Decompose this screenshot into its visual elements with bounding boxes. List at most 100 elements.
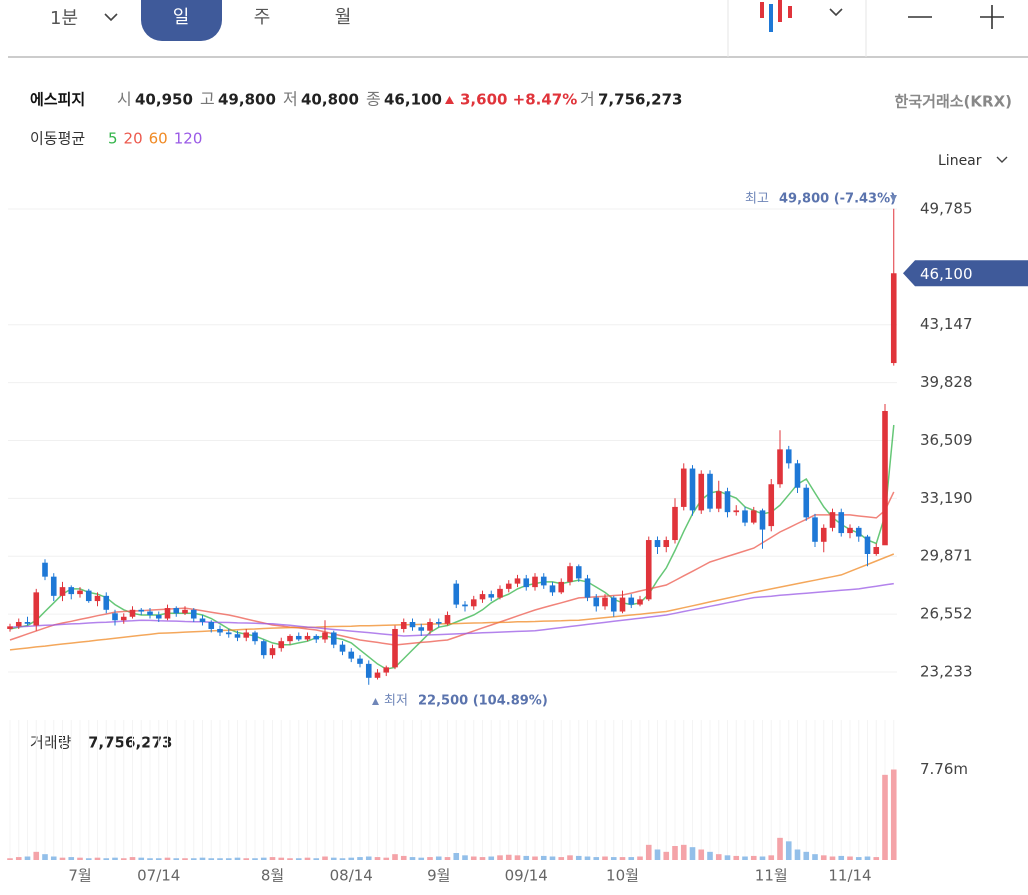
up-arrow (445, 96, 454, 104)
candle-body (479, 594, 486, 600)
volume-label: 거 (580, 90, 595, 109)
candle-body (584, 578, 591, 598)
candle-body (803, 487, 810, 518)
volume-bar (278, 857, 285, 860)
candle-body (94, 595, 101, 602)
volume-bar (269, 857, 276, 860)
close-value: 46,100 (384, 91, 442, 109)
volume-bar (567, 855, 573, 860)
candle-body (357, 658, 363, 664)
candle-body (540, 576, 547, 586)
volume-bar (418, 857, 425, 860)
candle-body (575, 566, 582, 579)
candle-body (873, 547, 880, 554)
moving-average-line (9, 553, 895, 651)
volume-bar (77, 857, 83, 860)
volume-bar (479, 857, 486, 860)
candle-body (164, 608, 171, 619)
legend-entry: 20 (124, 130, 143, 148)
moving-average-line (9, 424, 895, 670)
volume-bar (50, 856, 57, 860)
dropdown-chevron[interactable] (829, 8, 843, 17)
y-tick-label: 26,552 (920, 605, 973, 623)
volume-bar (435, 856, 442, 860)
candle-body (173, 608, 180, 614)
candle-body (330, 632, 337, 645)
high-annotation-text: 49,800 (-7.43%) (779, 192, 896, 207)
volume-bar (400, 855, 407, 860)
period-tab[interactable]: 주 (254, 7, 271, 28)
candle-body (567, 566, 573, 582)
candle-body (672, 506, 678, 541)
candle-body (138, 609, 145, 612)
volume-bar (575, 855, 582, 860)
volume-bar (120, 858, 127, 860)
chart-type-icon[interactable] (760, 0, 792, 32)
dropdown-chevron[interactable] (996, 156, 1008, 163)
volume-bar (610, 857, 617, 860)
change-value: 3,600 +8.47% (460, 91, 577, 109)
volume-bar (190, 858, 197, 860)
legend-entry: 60 (149, 130, 168, 148)
candle-body (365, 663, 372, 678)
candle-body (234, 634, 241, 638)
volume-bar (322, 856, 328, 860)
candle-body (768, 484, 775, 527)
period-tab[interactable]: 일 (173, 7, 190, 28)
candle-body (698, 473, 705, 511)
candle-body (855, 527, 862, 537)
scale-selector[interactable]: Linear (938, 153, 982, 169)
volume-bar (689, 847, 696, 860)
volume-bar (462, 855, 468, 860)
candle-body (129, 609, 136, 617)
volume-value: 7,756,273 (88, 734, 172, 752)
x-tick-label: 7월 (68, 867, 91, 885)
volume-bar (234, 857, 241, 860)
volume-bar (645, 844, 652, 860)
period-tab[interactable]: 1분 (50, 8, 78, 29)
candle-body (750, 510, 757, 523)
candle-body (313, 635, 320, 640)
volume-bar (549, 856, 556, 860)
candle-body (890, 273, 897, 364)
candle-body (444, 615, 451, 624)
candle-body (120, 616, 127, 621)
candle-body (42, 562, 48, 577)
y-tick-label: 29,871 (920, 547, 973, 565)
volume-bar (129, 857, 136, 860)
volume-bar (794, 849, 801, 860)
volume-bar (505, 854, 512, 860)
x-tick-label: 11월 (755, 867, 788, 885)
volume-bar (829, 856, 836, 860)
volume-bar (523, 855, 530, 860)
candle-body (112, 613, 118, 621)
volume-bar (707, 851, 713, 860)
candle-body (820, 527, 827, 542)
volume-bar (768, 855, 775, 860)
active-tab-pill[interactable] (141, 0, 222, 41)
volume-bar (42, 854, 48, 860)
y-tick-label: 23,233 (920, 662, 973, 680)
candle-body (278, 641, 285, 649)
volume-bar (602, 856, 608, 860)
candle-body (549, 585, 556, 593)
dropdown-chevron[interactable] (104, 13, 118, 22)
candle-body (147, 611, 153, 616)
candle-body (295, 635, 302, 640)
volume-bar (365, 856, 372, 860)
period-tab[interactable]: 월 (335, 7, 352, 28)
zoom-in-button[interactable] (980, 5, 1004, 29)
volume-bar (488, 856, 495, 860)
candle-body (812, 517, 818, 542)
candle-body (645, 540, 652, 600)
candle-body (68, 587, 75, 595)
volume-bar (112, 857, 118, 860)
candle-body (654, 540, 661, 548)
candle-body (217, 628, 223, 633)
candle-body (77, 590, 83, 595)
volume-bar (304, 857, 311, 860)
volume-bar (225, 858, 232, 860)
candle-body (155, 615, 162, 619)
candle-body (322, 632, 328, 640)
